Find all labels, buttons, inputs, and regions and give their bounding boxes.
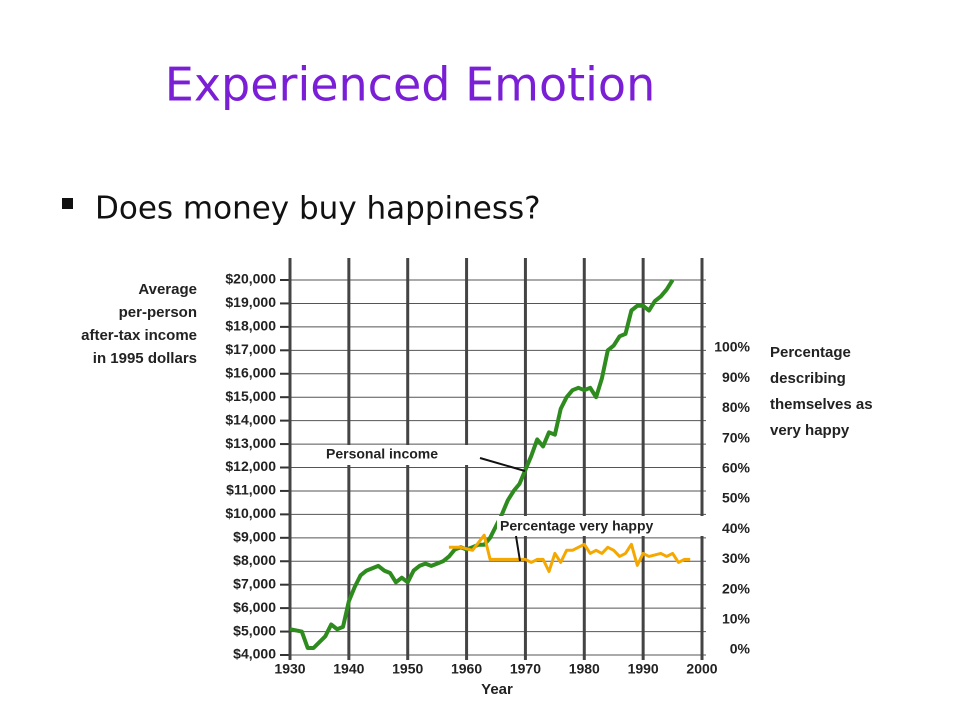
y2-tick-label: 0%	[730, 641, 751, 657]
y-tick-label: $12,000	[225, 458, 276, 474]
y2-axis-label: Percentage	[770, 344, 851, 361]
y-axis-label: in 1995 dollars	[93, 350, 197, 367]
y-tick-label: $4,000	[233, 646, 276, 662]
y-tick-label: $19,000	[225, 294, 276, 310]
y-axis-label: Average	[138, 281, 197, 298]
x-tick-label: 1970	[510, 661, 541, 677]
y2-tick-label: 50%	[722, 490, 751, 506]
annotation-pointer	[479, 457, 526, 472]
y2-tick-label: 70%	[722, 429, 751, 445]
y-tick-label: $6,000	[233, 599, 276, 615]
y2-axis-label: very happy	[770, 422, 850, 439]
y-tick-label: $5,000	[233, 622, 276, 638]
y2-tick-label: 90%	[722, 369, 751, 385]
annotation: Percentage very happy	[500, 518, 654, 534]
x-tick-label: 1990	[628, 661, 659, 677]
x-tick-label: 1930	[274, 661, 305, 677]
y-tick-label: $20,000	[225, 271, 276, 287]
y2-tick-label: 30%	[722, 550, 751, 566]
x-tick-label: 1940	[333, 661, 364, 677]
y-tick-label: $10,000	[225, 505, 276, 521]
y-tick-label: $16,000	[225, 364, 276, 380]
y-tick-label: $7,000	[233, 575, 276, 591]
bullet-marker	[62, 198, 73, 209]
slide-title: Experienced Emotion	[165, 58, 655, 112]
y2-tick-label: 100%	[714, 339, 750, 355]
y-tick-label: $18,000	[225, 318, 276, 334]
y-axis-label: after-tax income	[81, 327, 197, 344]
y-tick-label: $17,000	[225, 341, 276, 357]
bullet-text: Does money buy happiness?	[95, 191, 541, 227]
y2-axis-label: describing	[770, 370, 846, 387]
y2-tick-label: 60%	[722, 460, 751, 476]
y2-tick-label: 20%	[722, 580, 751, 596]
y-tick-label: $14,000	[225, 411, 276, 427]
x-tick-label: 2000	[686, 661, 717, 677]
annotation-bg	[322, 445, 474, 465]
y2-tick-label: 40%	[722, 520, 751, 536]
x-tick-label: 1980	[569, 661, 600, 677]
y2-tick-label: 10%	[722, 611, 751, 627]
annotation-bg	[497, 516, 707, 536]
y-tick-label: $9,000	[233, 529, 276, 545]
series-line	[448, 533, 691, 573]
annotation-pointer	[515, 535, 521, 562]
y2-tick-label: 80%	[722, 399, 751, 415]
x-axis-label: Year	[481, 681, 513, 698]
y-tick-label: $11,000	[226, 482, 276, 498]
y-tick-label: $15,000	[225, 388, 276, 404]
y-tick-label: $13,000	[225, 435, 276, 451]
y2-axis-label: themselves as	[770, 396, 873, 413]
x-tick-label: 1960	[451, 661, 482, 677]
x-tick-label: 1950	[392, 661, 423, 677]
y-tick-label: $8,000	[233, 552, 276, 568]
annotation: Personal income	[326, 446, 438, 462]
y-axis-label: per-person	[119, 304, 197, 321]
